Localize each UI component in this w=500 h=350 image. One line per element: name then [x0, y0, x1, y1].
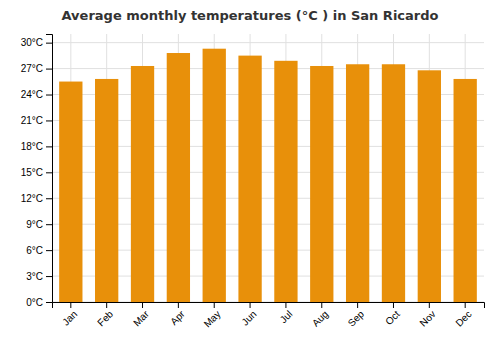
tick-mark	[46, 43, 52, 44]
tick-label: Nov	[417, 308, 437, 328]
bar	[382, 64, 405, 302]
tick-label: 27°C	[21, 63, 43, 74]
tick-mark	[106, 302, 107, 308]
y-axis: 0°C 3°C 6°C 9°C 12°C 15°C 18°C 21°C 24°C 27°C 30°C	[21, 35, 53, 308]
tick-label: Jul	[278, 308, 295, 325]
tick: 12°C	[21, 193, 52, 204]
tick-label: May	[202, 308, 223, 329]
tick: 0°C	[26, 297, 52, 308]
tick-label: 0°C	[26, 297, 43, 308]
bar	[131, 66, 154, 302]
tick: 15°C	[21, 167, 52, 178]
bar	[203, 49, 226, 302]
tick-mark	[250, 302, 251, 308]
tick: Dec	[453, 302, 473, 329]
tick-label: Aug	[310, 308, 330, 328]
tick: 18°C	[21, 141, 52, 152]
bar	[238, 56, 261, 302]
tick-mark	[46, 172, 52, 173]
tick-label: 6°C	[26, 245, 43, 256]
tick: Jan	[60, 302, 79, 328]
tick-mark	[465, 302, 466, 308]
tick-label: Dec	[453, 308, 473, 328]
tick-label: 3°C	[26, 271, 43, 282]
bar	[274, 61, 297, 302]
tick: Jul	[278, 302, 295, 325]
tick-label: Sep	[346, 308, 367, 329]
title: Average monthly temperatures (°C ) in Sa…	[62, 8, 439, 23]
tick-mark	[178, 302, 179, 308]
tick-mark	[46, 95, 52, 96]
tick: 6°C	[26, 245, 52, 256]
bar	[310, 66, 333, 302]
tick: 3°C	[26, 271, 52, 282]
tick: Oct	[383, 302, 402, 327]
tick: 21°C	[21, 115, 52, 126]
tick-mark	[46, 120, 52, 121]
tick-mark	[214, 302, 215, 308]
tick-label: 18°C	[21, 141, 43, 152]
axis-line	[46, 35, 53, 303]
tick-mark	[46, 69, 52, 70]
tick: 27°C	[21, 63, 52, 74]
tick-label: 12°C	[21, 193, 43, 204]
grid-line	[52, 68, 484, 69]
tick-mark	[46, 224, 52, 225]
tick-mark	[429, 302, 430, 308]
tick: 24°C	[21, 89, 52, 100]
bar	[95, 79, 118, 302]
tick-label: 30°C	[21, 37, 43, 48]
tick-mark	[357, 302, 358, 308]
tick-mark	[142, 302, 143, 308]
tick: Nov	[417, 302, 437, 329]
plot: 0°C 3°C 6°C 9°C 12°C 15°C 18°C 21°C 24°C 27°C 30°C…	[21, 34, 485, 330]
bar	[346, 64, 369, 302]
bar	[167, 53, 190, 302]
tick-label: 9°C	[26, 219, 43, 230]
tick-mark	[46, 146, 52, 147]
tick-mark	[393, 302, 394, 308]
tick-label: Apr	[168, 308, 187, 327]
tick: Jun	[239, 302, 258, 328]
tick: 30°C	[21, 37, 52, 48]
tick: Mar	[131, 302, 151, 328]
tick: 9°C	[26, 219, 52, 230]
tick: May	[202, 302, 223, 330]
tick-label: Feb	[95, 308, 115, 328]
tick-label: Oct	[383, 308, 402, 327]
tick-mark	[46, 276, 52, 277]
tick-mark	[70, 302, 71, 308]
tick-mark	[285, 302, 286, 308]
tick-mark	[46, 198, 52, 199]
tick: Feb	[95, 302, 115, 328]
tick-label: 24°C	[21, 89, 43, 100]
axis-line	[53, 303, 485, 309]
x-axis: Jan Feb Mar Apr May Jun Jul Aug Sep Oct Nov Dec	[53, 302, 485, 330]
bars	[59, 49, 477, 302]
tick-label: Jun	[239, 308, 258, 327]
bar	[418, 70, 441, 302]
tick-label: 15°C	[21, 167, 43, 178]
tick-mark	[46, 250, 52, 251]
bar	[454, 79, 477, 302]
tick-label: Jan	[60, 308, 79, 327]
grid	[52, 34, 484, 302]
tick: Apr	[168, 302, 187, 327]
grid-line	[52, 42, 484, 43]
tick-mark	[321, 302, 322, 308]
tick: Aug	[310, 302, 330, 329]
tick: Sep	[346, 302, 367, 329]
bar	[59, 82, 82, 302]
tick-label: 21°C	[21, 115, 43, 126]
tick-mark	[46, 302, 52, 303]
tick-label: Mar	[131, 308, 151, 328]
chart: 0°C 3°C 6°C 9°C 12°C 15°C 18°C 21°C 24°C 27°C 30°C…	[0, 0, 500, 350]
